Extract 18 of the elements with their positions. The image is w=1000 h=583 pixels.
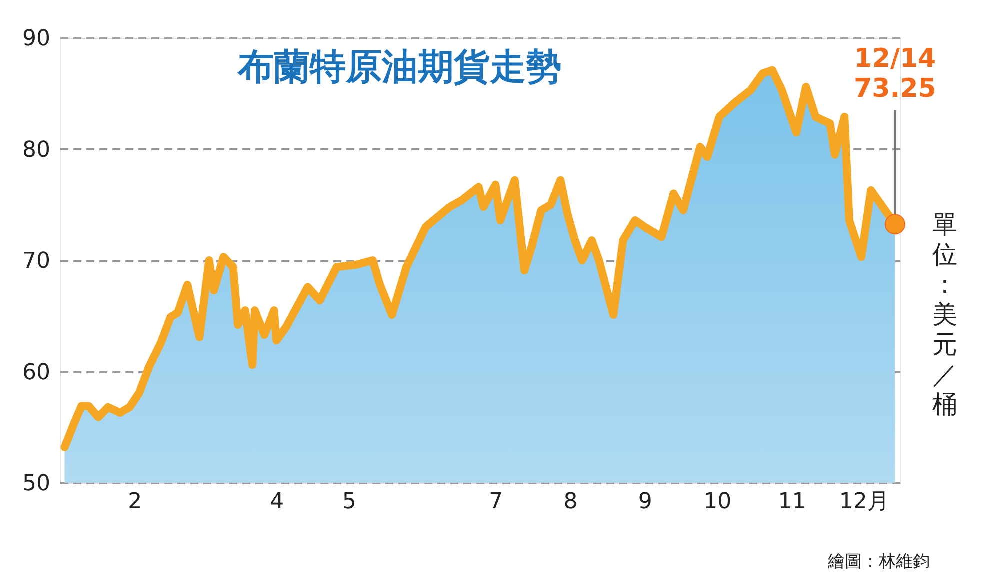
x-tick-label: 9 bbox=[638, 490, 652, 514]
y-tick-label: 80 bbox=[22, 138, 50, 163]
x-tick-label: 11 bbox=[778, 490, 806, 514]
x-tick-label: 7 bbox=[489, 490, 504, 514]
x-tick-label: 2 bbox=[128, 490, 142, 514]
y-tick-label: 70 bbox=[22, 249, 50, 274]
x-tick-label: 4 bbox=[270, 490, 284, 514]
x-tick-label: 5 bbox=[342, 490, 356, 514]
chart-title: 布蘭特原油期貨走勢 bbox=[237, 47, 562, 88]
text: 單位：美元／桶 bbox=[932, 210, 958, 419]
y-tick-label: 60 bbox=[22, 360, 50, 386]
x-tick-label: 10 bbox=[704, 490, 732, 514]
y-tick-label: 50 bbox=[22, 472, 50, 496]
annotation: 12/14 73.25 bbox=[854, 44, 936, 104]
x-tick-label: 12月 bbox=[839, 490, 890, 514]
text: 繪圖：林維鈞 bbox=[827, 552, 930, 572]
x-tick-label: 8 bbox=[564, 490, 578, 514]
y-tick-label: 90 bbox=[22, 26, 50, 52]
